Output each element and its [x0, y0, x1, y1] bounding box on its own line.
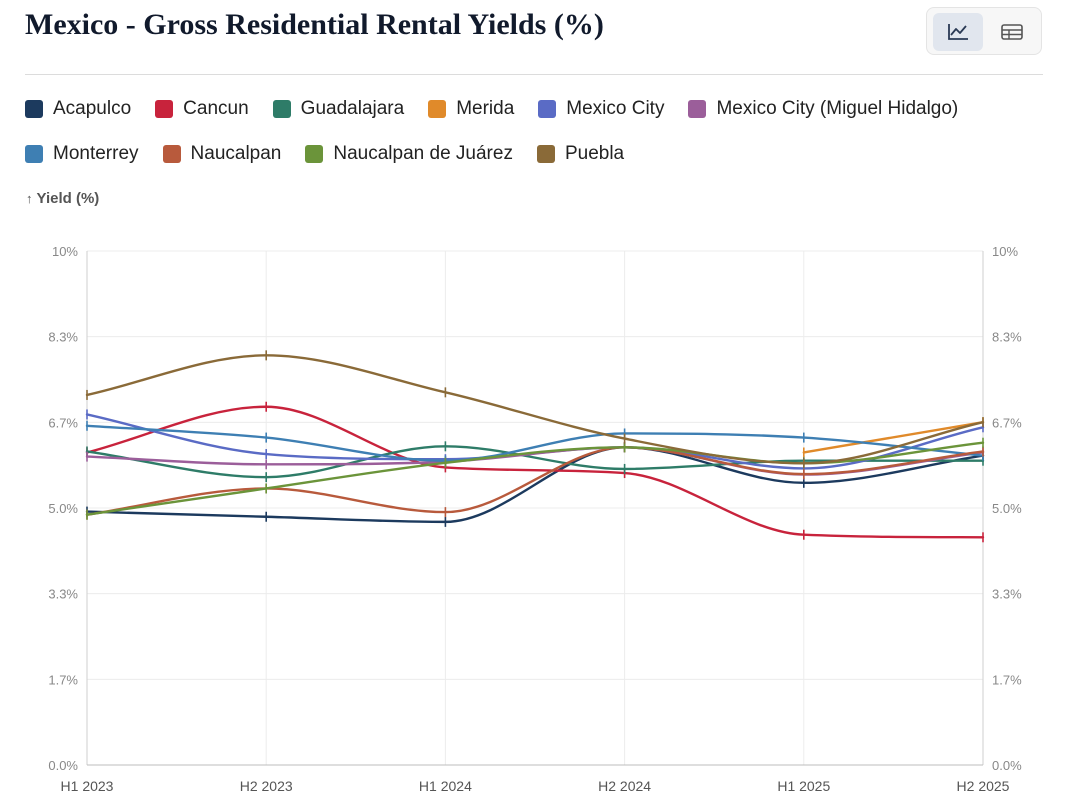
legend-swatch — [25, 145, 43, 163]
y-tick-label-left: 1.7% — [48, 672, 78, 687]
y-tick-label-left: 6.7% — [48, 415, 78, 430]
legend-label: Monterrey — [53, 143, 139, 164]
series-line — [802, 420, 985, 454]
y-tick-label-left: 0.0% — [48, 758, 78, 773]
legend-swatch — [688, 100, 707, 118]
legend-item[interactable]: Acapulco — [25, 98, 131, 120]
y-tick-label-right: 0.0% — [992, 758, 1022, 773]
header-divider — [25, 74, 1043, 75]
series-line — [85, 446, 985, 524]
series-line — [85, 445, 985, 479]
legend-label: Guadalajara — [300, 98, 405, 119]
y-tick-label-right: 1.7% — [992, 672, 1022, 687]
legend-swatch — [155, 100, 174, 118]
y-tick-label-right: 8.3% — [992, 330, 1022, 345]
legend-item[interactable]: Guadalajara — [272, 98, 405, 120]
legend-item[interactable]: Merida — [428, 98, 514, 120]
legend-label: Puebla — [564, 143, 625, 164]
view-toggle — [926, 7, 1042, 55]
y-tick-label-left: 8.3% — [48, 330, 78, 345]
arrow-up-icon: ↑ — [26, 191, 33, 206]
y-tick-label-left: 5.0% — [48, 501, 78, 516]
y-tick-label-right: 10% — [992, 244, 1018, 259]
y-tick-label-left: 3.3% — [48, 587, 78, 602]
legend-swatch — [536, 145, 555, 163]
legend-swatch — [25, 100, 43, 118]
table-icon — [1001, 24, 1023, 40]
table-view-button[interactable] — [987, 13, 1037, 51]
legend-swatch — [305, 145, 324, 163]
y-tick-label-right: 5.0% — [992, 501, 1022, 516]
legend-label: Merida — [456, 98, 515, 119]
x-tick-label: H1 2025 — [777, 778, 830, 794]
series-line — [85, 424, 985, 462]
page-title: Mexico - Gross Residential Rental Yields… — [25, 8, 604, 41]
legend-swatch — [428, 100, 447, 118]
y-axis-title: ↑ Yield (%) — [26, 190, 99, 207]
series-line — [85, 405, 985, 539]
legend-item[interactable]: Mexico City — [538, 98, 664, 120]
chart-view-button[interactable] — [933, 13, 983, 51]
legend-label: Naucalpan — [190, 143, 282, 164]
legend-item[interactable]: Monterrey — [25, 143, 139, 165]
x-tick-label: H2 2024 — [598, 778, 651, 794]
legend-item[interactable]: Mexico City (Miguel Hidalgo) — [688, 98, 958, 120]
y-axis-title-text: Yield (%) — [36, 190, 100, 207]
legend-label: Naucalpan de Juárez — [333, 143, 513, 164]
legend-item[interactable]: Cancun — [155, 98, 249, 120]
legend-label: Cancun — [183, 98, 249, 119]
y-tick-label-right: 6.7% — [992, 415, 1022, 430]
x-tick-label: H2 2025 — [957, 778, 1010, 794]
legend-swatch — [162, 145, 181, 163]
y-tick-label-left: 10% — [52, 244, 78, 259]
series-line — [85, 354, 985, 465]
x-tick-label: H1 2024 — [419, 778, 472, 794]
legend-item[interactable]: Naucalpan — [162, 143, 282, 165]
series-line — [85, 446, 985, 516]
y-tick-label-right: 3.3% — [992, 587, 1022, 602]
legend-item[interactable]: Puebla — [536, 143, 625, 165]
legend-label: Mexico City — [566, 98, 665, 119]
x-tick-label: H2 2023 — [240, 778, 293, 794]
legend-item[interactable]: Naucalpan de Juárez — [305, 143, 513, 165]
line-chart-icon — [948, 24, 968, 40]
x-tick-label: H1 2023 — [61, 778, 114, 794]
legend-row-1: Acapulco Cancun Guadalajara Merida Mexico Ci… — [25, 98, 982, 120]
legend-row-2: Monterrey Naucalpan Naucalpan de Juárez Pue… — [25, 143, 648, 165]
legend-swatch — [272, 100, 291, 118]
legend-label: Mexico City (Miguel Hidalgo) — [716, 98, 959, 119]
legend-swatch — [538, 100, 557, 118]
legend-label: Acapulco — [53, 98, 132, 119]
